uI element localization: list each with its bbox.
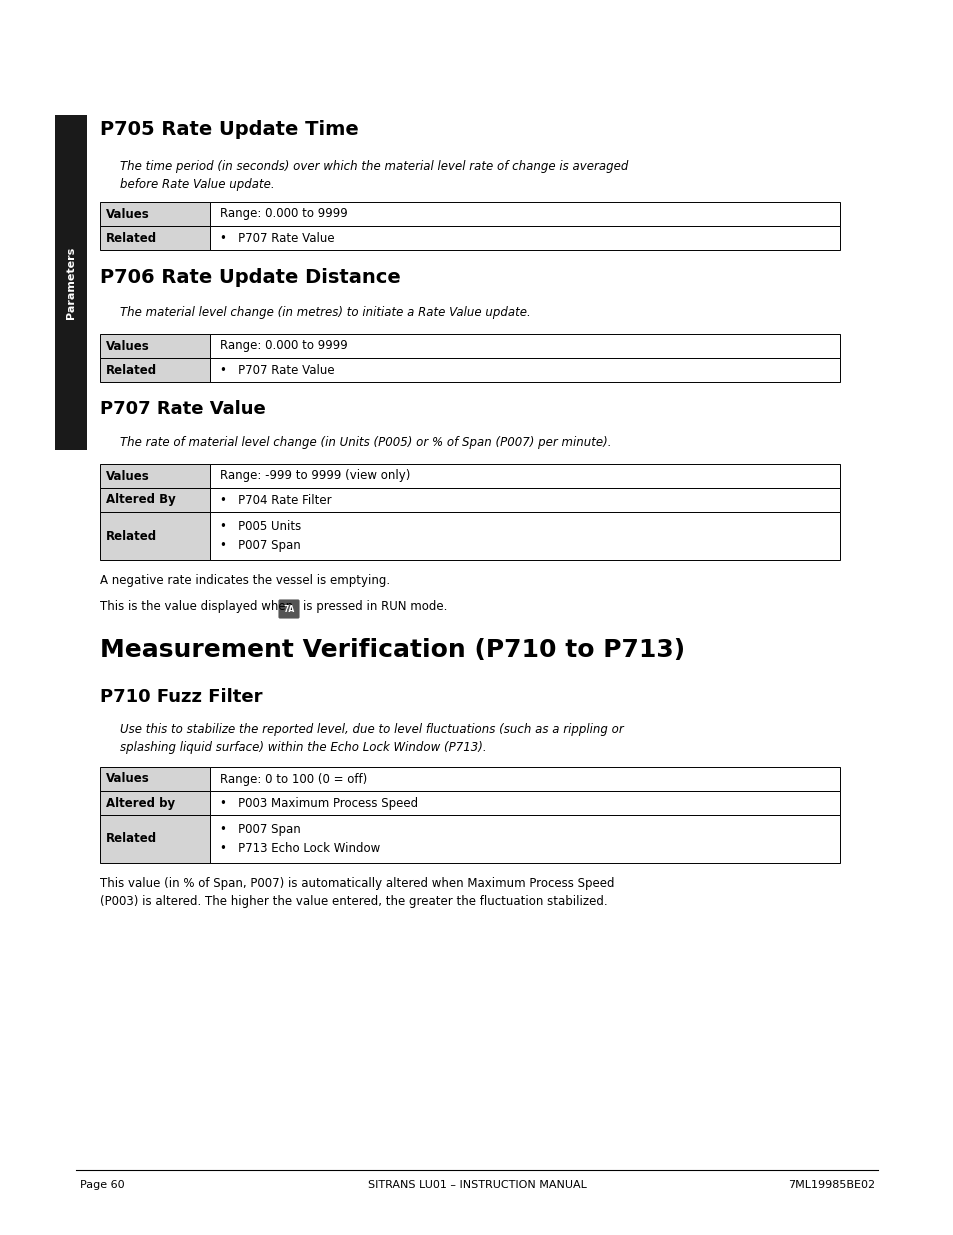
Text: Altered by: Altered by [106,797,175,809]
Bar [100,488,210,513]
Bar [210,815,840,863]
Text: SITRANS LU01 – INSTRUCTION MANUAL: SITRANS LU01 – INSTRUCTION MANUAL [367,1179,586,1191]
Text: Related: Related [106,231,157,245]
Text: Values: Values [106,469,150,483]
Bar [210,790,840,815]
Text: This is the value displayed when: This is the value displayed when [100,600,293,613]
Bar [210,226,840,249]
Bar [100,358,210,382]
Text: This value (in % of Span, P007) is automatically altered when Maximum Process Sp: This value (in % of Span, P007) is autom… [100,877,614,908]
Text: •   P704 Rate Filter: • P704 Rate Filter [220,494,332,506]
Text: Related: Related [106,832,157,846]
Text: Related: Related [106,363,157,377]
Text: Values: Values [106,207,150,221]
Text: Parameters: Parameters [66,246,76,319]
Text: P707 Rate Value: P707 Rate Value [100,400,266,417]
Text: •   P003 Maximum Process Speed: • P003 Maximum Process Speed [220,797,417,809]
Bar [100,226,210,249]
Text: The time period (in seconds) over which the material level rate of change is ave: The time period (in seconds) over which … [120,161,628,191]
Bar [55,115,87,450]
Text: 7A: 7A [283,604,294,614]
Text: Related: Related [106,530,157,542]
Text: Range: 0 to 100 (0 = off): Range: 0 to 100 (0 = off) [220,773,367,785]
Text: Measurement Verification (P710 to P713): Measurement Verification (P710 to P713) [100,638,684,662]
Bar [210,203,840,226]
Text: Use this to stabilize the reported level, due to level fluctuations (such as a r: Use this to stabilize the reported level… [120,722,623,755]
Bar [100,815,210,863]
Text: Values: Values [106,773,150,785]
Text: •   P707 Rate Value: • P707 Rate Value [220,231,335,245]
Text: A negative rate indicates the vessel is emptying.: A negative rate indicates the vessel is … [100,574,390,587]
Text: Values: Values [106,340,150,352]
Bar [210,333,840,358]
Text: The rate of material level change (in Units (P005) or % of Span (P007) per minut: The rate of material level change (in Un… [120,436,611,450]
Bar [100,790,210,815]
Text: •   P707 Rate Value: • P707 Rate Value [220,363,335,377]
Bar [100,464,210,488]
Text: •   P005 Units
•   P007 Span: • P005 Units • P007 Span [220,520,301,552]
Text: 7ML19985BE02: 7ML19985BE02 [787,1179,874,1191]
Text: •   P007 Span
•   P713 Echo Lock Window: • P007 Span • P713 Echo Lock Window [220,823,380,855]
Text: Altered By: Altered By [106,494,175,506]
Bar [210,358,840,382]
Bar [100,513,210,559]
Text: P705 Rate Update Time: P705 Rate Update Time [100,120,358,140]
Bar [100,333,210,358]
Bar [210,464,840,488]
Text: The material level change (in metres) to initiate a Rate Value update.: The material level change (in metres) to… [120,306,530,319]
Text: Range: 0.000 to 9999: Range: 0.000 to 9999 [220,207,348,221]
Text: Range: -999 to 9999 (view only): Range: -999 to 9999 (view only) [220,469,410,483]
Bar [210,488,840,513]
Text: P710 Fuzz Filter: P710 Fuzz Filter [100,688,262,706]
Bar [100,203,210,226]
Bar [210,767,840,790]
Text: Range: 0.000 to 9999: Range: 0.000 to 9999 [220,340,348,352]
Text: is pressed in RUN mode.: is pressed in RUN mode. [303,600,447,613]
Bar [100,767,210,790]
Bar [210,513,840,559]
Text: P706 Rate Update Distance: P706 Rate Update Distance [100,268,400,287]
Text: Page 60: Page 60 [80,1179,125,1191]
FancyBboxPatch shape [278,600,298,618]
